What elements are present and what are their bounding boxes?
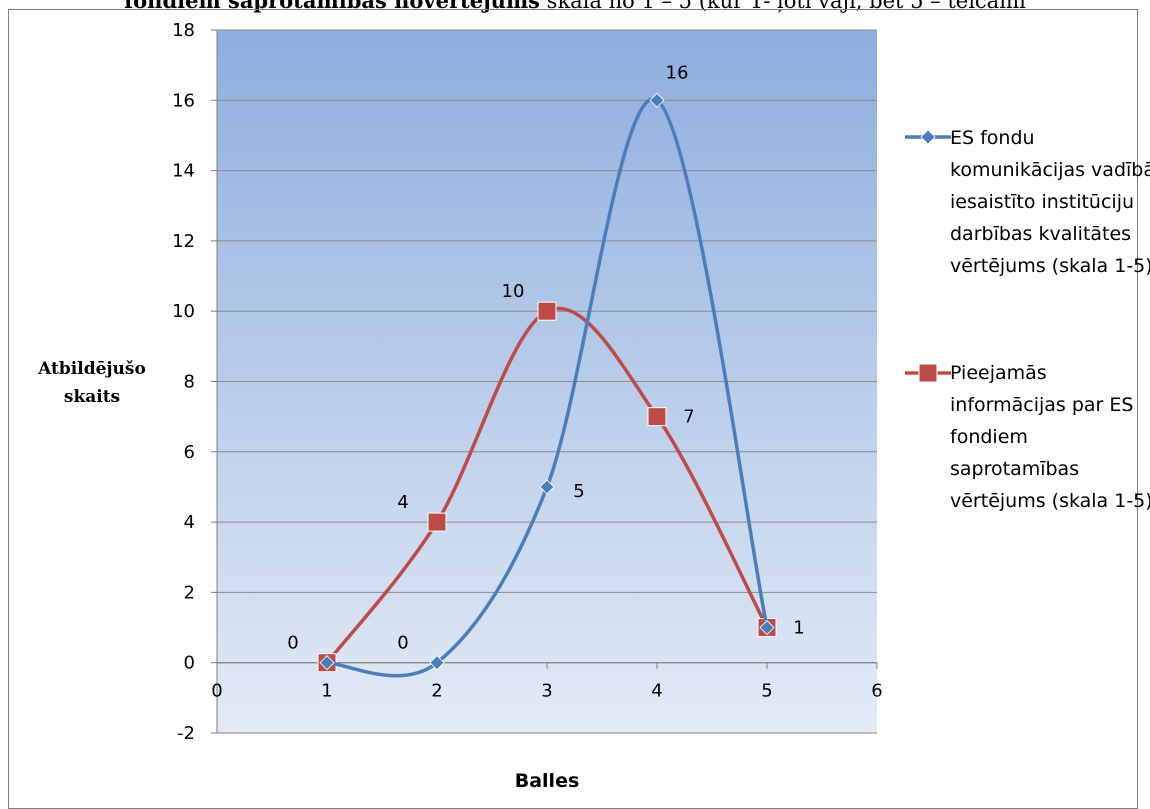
legend-marker-2 [918, 363, 938, 383]
x-tick-labels: 0 1 2 3 4 5 6 [211, 681, 882, 702]
legend-entry-2: Pieejamās informācijas par ES fondiem sa… [950, 362, 1150, 512]
data-point-marker [537, 301, 557, 321]
data-point-marker [759, 619, 775, 636]
data-label: 0 [397, 633, 408, 654]
data-label: 0 [287, 633, 298, 654]
data-label: 4 [397, 492, 408, 513]
y-tick-label: 18 [172, 20, 195, 41]
y-tick-label: 14 [172, 161, 195, 182]
y-tick-labels: -2 0 2 4 6 8 10 12 14 16 18 [172, 20, 195, 744]
legend-marker-1 [920, 129, 936, 145]
data-point-marker [427, 512, 447, 532]
y-tick-label: 12 [172, 231, 195, 252]
x-tick-label: 4 [651, 681, 662, 702]
data-label: 10 [502, 281, 525, 302]
data-point-marker [649, 92, 665, 108]
legend-entry-1: ES fondu komunikācijas vadībā iesaistīto… [950, 127, 1150, 277]
data-point-marker [647, 407, 667, 427]
y-axis-label-line-1: Atbildējušo [37, 359, 146, 379]
data-label: 7 [683, 407, 694, 428]
y-tick-label: 6 [184, 442, 195, 463]
x-tick-label: 6 [871, 681, 882, 702]
x-tick-label: 2 [431, 681, 442, 702]
data-label: 16 [666, 62, 689, 83]
series-group [317, 92, 777, 678]
x-tick-label: 1 [321, 681, 332, 702]
legend-markers [905, 129, 951, 383]
data-labels: 0 0 5 16 4 10 7 1 [287, 62, 804, 653]
x-tick-label: 3 [541, 681, 552, 702]
data-label: 5 [573, 481, 584, 502]
y-tick-label: -2 [177, 723, 195, 744]
y-tick-label: 8 [184, 372, 195, 393]
y-tick-label: 0 [184, 653, 195, 674]
data-label: 1 [793, 618, 804, 639]
x-tick-label: 5 [761, 681, 772, 702]
y-tick-label: 2 [184, 582, 195, 603]
data-point-marker [539, 479, 555, 495]
y-tick-label: 16 [172, 90, 195, 111]
y-tick-label: 4 [184, 512, 195, 533]
x-tick-label: 0 [211, 681, 222, 702]
y-axis-label-line-2: skaits [64, 387, 120, 407]
y-tick-label: 10 [172, 301, 195, 322]
data-point-marker [429, 655, 445, 671]
x-axis-label: Balles [515, 770, 580, 792]
data-point-marker [319, 655, 335, 671]
